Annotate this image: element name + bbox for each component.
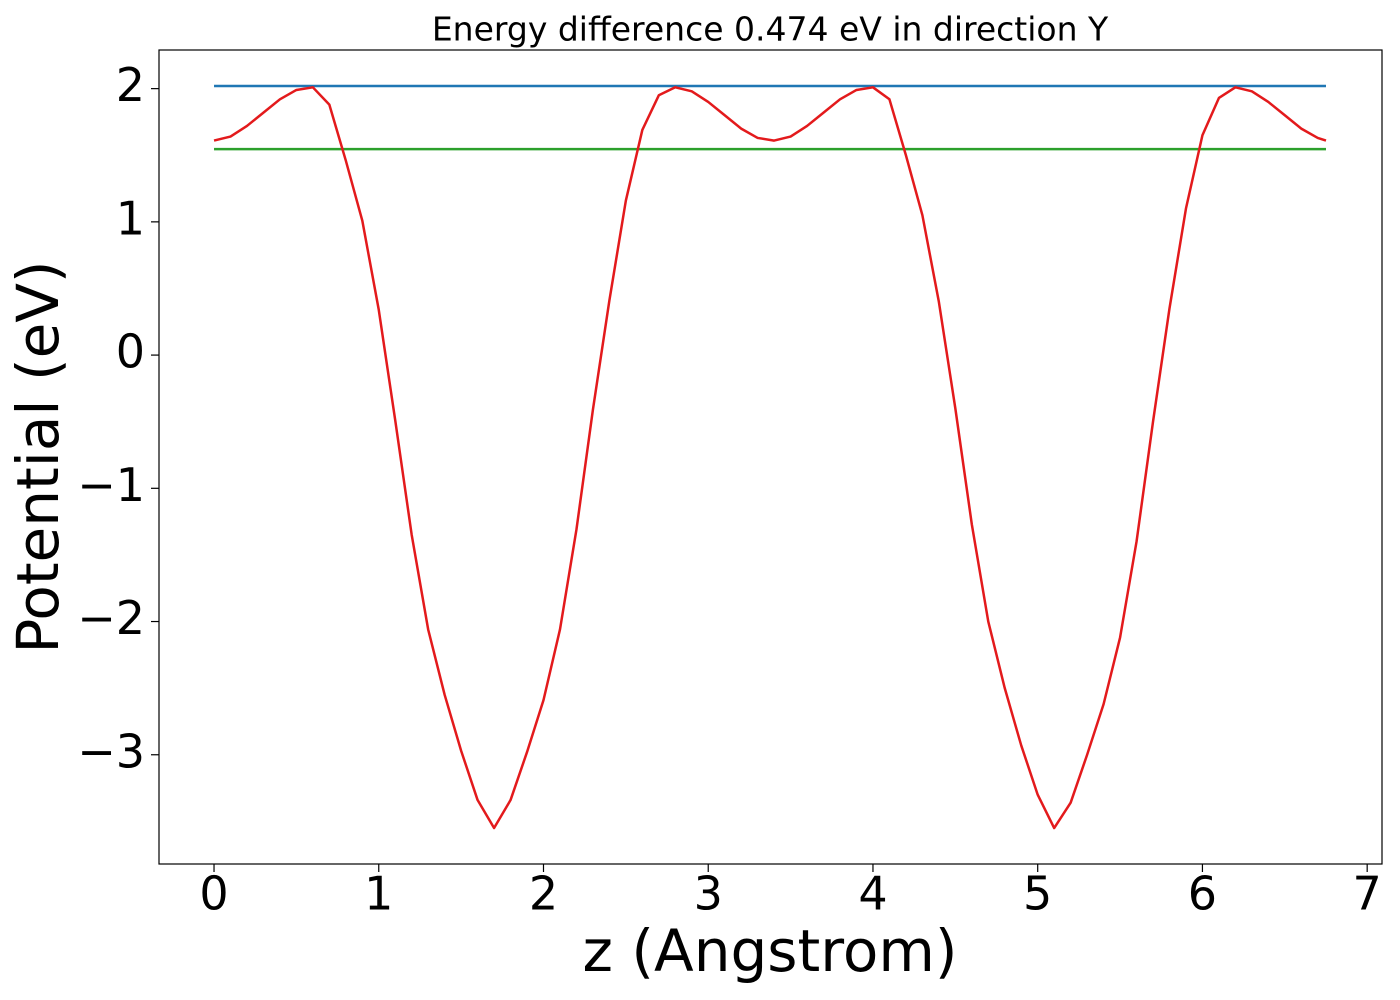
y-tick-label: −2 <box>77 591 145 645</box>
x-tick-label: 1 <box>364 867 393 921</box>
x-tick-label: 2 <box>529 867 558 921</box>
y-tick-label: 1 <box>116 191 145 245</box>
plot-frame <box>158 49 1383 865</box>
chart-title: Energy difference 0.474 eV in direction … <box>432 10 1109 49</box>
y-tick-label: −3 <box>77 724 145 778</box>
x-tick-label: 6 <box>1188 867 1217 921</box>
y-tick-label: −1 <box>77 458 145 512</box>
x-tick-label: 0 <box>199 867 228 921</box>
x-axis-label: z (Angstrom) <box>583 917 958 985</box>
x-tick-label: 5 <box>1023 867 1052 921</box>
x-tick-label: 3 <box>694 867 723 921</box>
x-tick-label: 4 <box>858 867 887 921</box>
data-line <box>213 86 1327 830</box>
y-tick-label: 0 <box>116 325 145 379</box>
x-tick-label: 7 <box>1353 867 1382 921</box>
y-axis-label: Potential (eV) <box>4 260 72 653</box>
y-tick-label: 2 <box>116 58 145 112</box>
